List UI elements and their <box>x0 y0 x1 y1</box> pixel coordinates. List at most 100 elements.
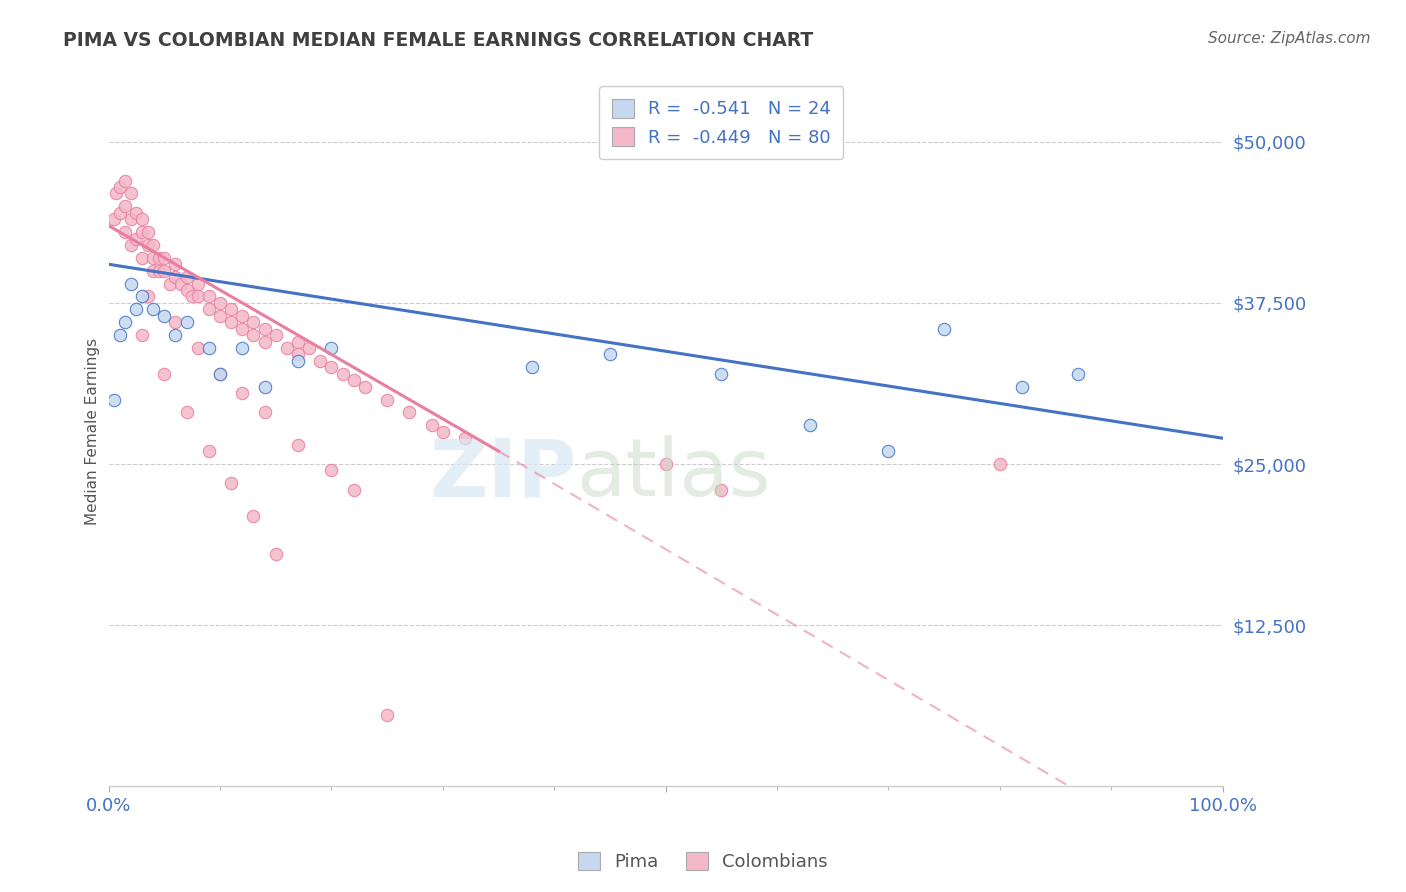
Point <box>654 457 676 471</box>
Point <box>136 238 159 252</box>
Point <box>309 354 332 368</box>
Point <box>710 367 733 381</box>
Point <box>934 322 956 336</box>
Point <box>208 367 231 381</box>
Point <box>136 225 159 239</box>
Point <box>198 444 221 458</box>
Point <box>125 231 148 245</box>
Point <box>198 289 221 303</box>
Point <box>153 309 176 323</box>
Point <box>120 212 142 227</box>
Point <box>242 328 264 343</box>
Point <box>321 463 343 477</box>
Point <box>125 205 148 219</box>
Point <box>176 405 198 419</box>
Point <box>231 386 253 401</box>
Point <box>208 296 231 310</box>
Point <box>165 328 187 343</box>
Point <box>120 277 142 291</box>
Point <box>332 367 354 381</box>
Point <box>242 315 264 329</box>
Point <box>287 347 309 361</box>
Point <box>1011 380 1033 394</box>
Point <box>165 270 187 285</box>
Point <box>108 205 131 219</box>
Point <box>264 547 287 561</box>
Point <box>148 264 170 278</box>
Point <box>120 238 142 252</box>
Point <box>176 283 198 297</box>
Point <box>187 277 209 291</box>
Point <box>170 277 193 291</box>
Point <box>454 431 477 445</box>
Point <box>343 373 366 387</box>
Point <box>114 315 136 329</box>
Point <box>176 315 198 329</box>
Point <box>181 289 204 303</box>
Point <box>153 251 176 265</box>
Point <box>799 418 821 433</box>
Point <box>136 289 159 303</box>
Point <box>108 328 131 343</box>
Point <box>321 341 343 355</box>
Point <box>264 328 287 343</box>
Point <box>131 251 153 265</box>
Point <box>142 302 165 317</box>
Point <box>165 257 187 271</box>
Point <box>354 380 377 394</box>
Legend: Pima, Colombians: Pima, Colombians <box>571 845 835 879</box>
Point <box>710 483 733 497</box>
Point <box>131 225 153 239</box>
Point <box>142 251 165 265</box>
Point <box>142 264 165 278</box>
Point <box>287 438 309 452</box>
Point <box>125 302 148 317</box>
Point <box>253 322 276 336</box>
Point <box>375 708 398 723</box>
Point <box>208 367 231 381</box>
Point <box>153 367 176 381</box>
Point <box>153 264 176 278</box>
Point <box>131 289 153 303</box>
Point <box>131 328 153 343</box>
Point <box>187 341 209 355</box>
Point <box>208 309 231 323</box>
Point <box>253 380 276 394</box>
Point <box>120 186 142 201</box>
Point <box>988 457 1011 471</box>
Point <box>176 270 198 285</box>
Point <box>242 508 264 523</box>
Point <box>159 277 181 291</box>
Point <box>198 341 221 355</box>
Text: atlas: atlas <box>576 435 770 513</box>
Point <box>105 186 128 201</box>
Point <box>114 199 136 213</box>
Point <box>877 444 900 458</box>
Point <box>103 392 125 407</box>
Point <box>420 418 443 433</box>
Point <box>1067 367 1090 381</box>
Y-axis label: Median Female Earnings: Median Female Earnings <box>86 338 100 525</box>
Point <box>142 238 165 252</box>
Point <box>187 289 209 303</box>
Point <box>148 251 170 265</box>
Point <box>287 334 309 349</box>
Point <box>599 347 621 361</box>
Point <box>219 315 242 329</box>
Point <box>114 225 136 239</box>
Legend: R =  -0.541   N = 24, R =  -0.449   N = 80: R = -0.541 N = 24, R = -0.449 N = 80 <box>599 87 844 160</box>
Point <box>298 341 321 355</box>
Point <box>219 302 242 317</box>
Point <box>103 212 125 227</box>
Text: Source: ZipAtlas.com: Source: ZipAtlas.com <box>1208 31 1371 46</box>
Point <box>321 360 343 375</box>
Point <box>276 341 298 355</box>
Text: PIMA VS COLOMBIAN MEDIAN FEMALE EARNINGS CORRELATION CHART: PIMA VS COLOMBIAN MEDIAN FEMALE EARNINGS… <box>63 31 814 50</box>
Point <box>198 302 221 317</box>
Point <box>131 212 153 227</box>
Point <box>108 180 131 194</box>
Point <box>253 405 276 419</box>
Point <box>231 322 253 336</box>
Point <box>520 360 543 375</box>
Point <box>343 483 366 497</box>
